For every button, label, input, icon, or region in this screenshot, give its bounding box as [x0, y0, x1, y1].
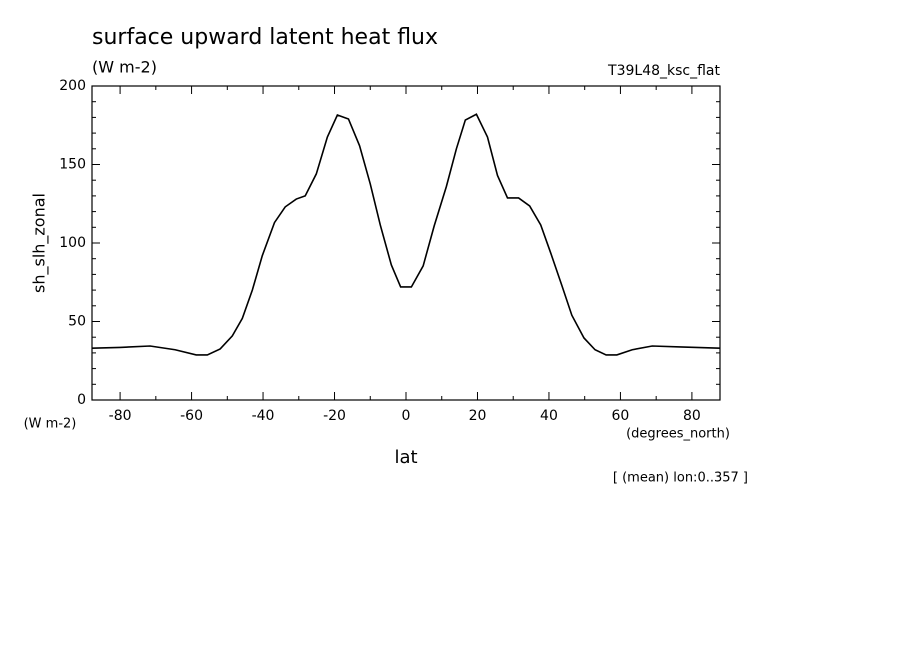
y-tick-label: 200 [59, 78, 86, 94]
x-tick-label: 60 [612, 408, 630, 424]
x-units: (degrees_north) [626, 427, 730, 442]
x-tick-label: 40 [540, 408, 558, 424]
y-units: (W m-2) [24, 417, 77, 432]
y-tick-label: 50 [68, 314, 86, 330]
data-line [91, 113, 721, 356]
x-tick-label: -60 [180, 408, 203, 424]
x-tick-label: 0 [402, 408, 411, 424]
y-tick-label: 0 [77, 392, 86, 408]
x-axis-label: lat [394, 447, 417, 468]
annotation: [ (mean) lon:0..357 ] [613, 471, 748, 486]
chart-title: surface upward latent heat flux [92, 25, 438, 50]
x-tick-label: -40 [252, 408, 275, 424]
x-tick-label: 80 [683, 408, 701, 424]
y-tick-label: 100 [59, 235, 86, 251]
x-tick-label: 20 [469, 408, 487, 424]
y-axis-label: sh_slh_zonal [30, 193, 50, 293]
experiment-label: T39L48_ksc_flat [607, 63, 720, 79]
x-tick-label: -20 [323, 408, 346, 424]
x-tick-label: -80 [109, 408, 132, 424]
y-tick-label: 150 [59, 157, 86, 173]
chart-subtitle: (W m-2) [92, 58, 157, 77]
